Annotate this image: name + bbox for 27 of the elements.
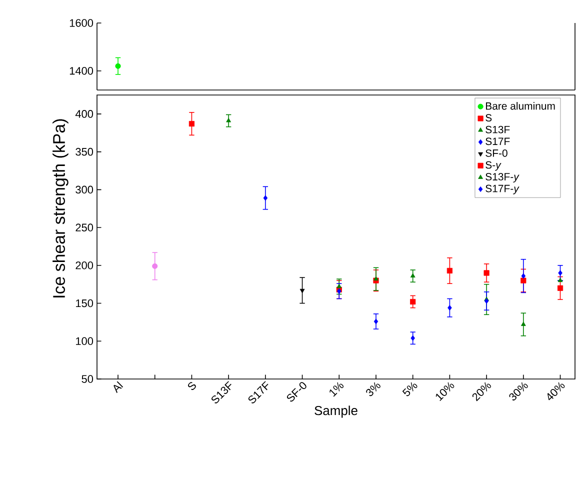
y-tick-label: 1400	[70, 66, 94, 75]
y-tick-label: 300	[76, 186, 94, 194]
legend-label: Bare aluminum	[486, 102, 555, 110]
y-tick-label: 100	[76, 337, 94, 346]
legend-label: S17F-y	[486, 184, 520, 194]
x-axis-title: Sample	[314, 406, 358, 418]
legend-label: SF-0	[486, 149, 508, 157]
legend-label: S17F	[486, 138, 510, 146]
x-tick-label: Al	[114, 381, 124, 394]
x-tick-label: 30%	[509, 382, 528, 400]
legend-label: S	[486, 114, 492, 122]
y-tick-label: 400	[75, 110, 94, 118]
x-tick-label: 3%	[366, 382, 380, 396]
legend-label: S-y	[486, 161, 502, 171]
x-tick-label: 5%	[402, 382, 418, 396]
y-tick-label: 50	[82, 375, 94, 383]
x-tick-label: 40%	[547, 382, 565, 400]
y-tick-label: 250	[76, 224, 94, 232]
x-tick-label: S	[188, 382, 196, 390]
y-tick-label: 200	[76, 262, 94, 270]
legend-label: S13F-y	[486, 173, 520, 182]
x-tick-label: 1%	[330, 382, 344, 397]
y-tick-label: 1600	[70, 19, 94, 27]
y-axis-title: Ice shear strength (kPa)	[52, 119, 68, 298]
y-tick-label: 350	[76, 148, 94, 156]
y-tick-label: 150	[76, 299, 94, 308]
legend-label: S13F	[486, 126, 510, 134]
